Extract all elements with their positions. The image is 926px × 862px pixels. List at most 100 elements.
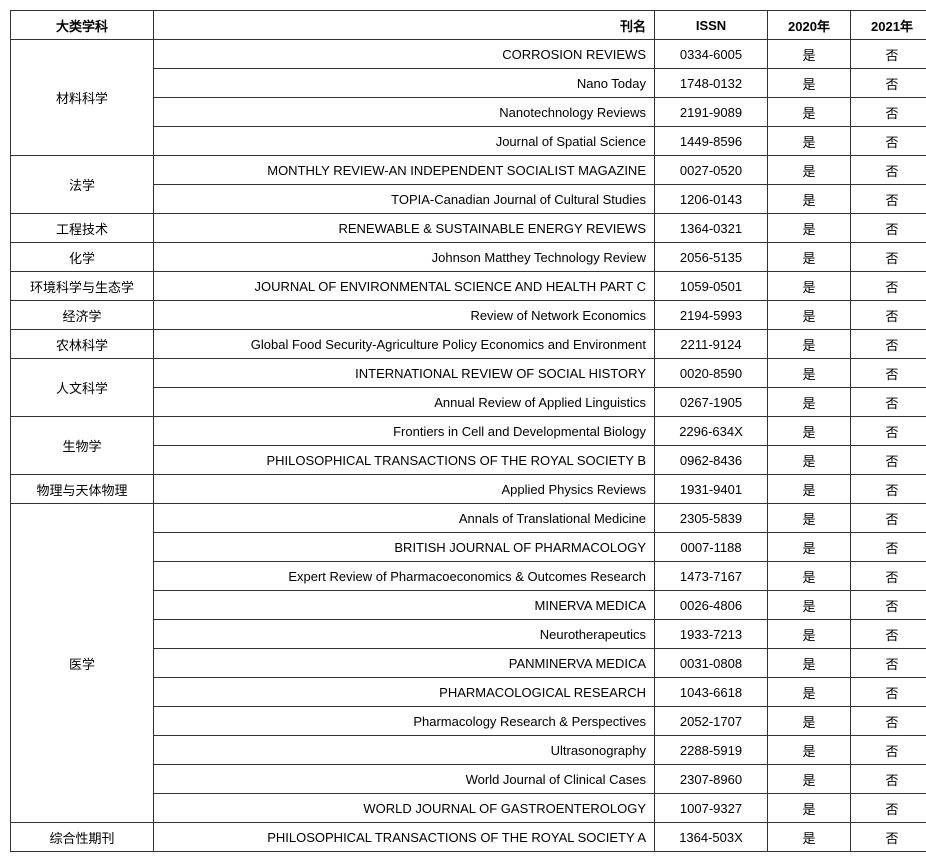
year-2020-cell: 是 xyxy=(768,533,851,562)
journal-title: WORLD JOURNAL OF GASTROENTEROLOGY xyxy=(154,794,655,823)
year-2021-cell: 否 xyxy=(851,794,926,823)
issn-cell: 1206-0143 xyxy=(655,185,768,214)
year-2020-cell: 是 xyxy=(768,156,851,185)
year-2021-cell: 否 xyxy=(851,620,926,649)
year-2020-cell: 是 xyxy=(768,388,851,417)
year-2020-cell: 是 xyxy=(768,562,851,591)
journal-title: Ultrasonography xyxy=(154,736,655,765)
table-row: 材料科学CORROSION REVIEWS0334-6005是否 xyxy=(11,40,926,69)
header-title: 刊名 xyxy=(154,11,655,40)
year-2020-cell: 是 xyxy=(768,40,851,69)
year-2021-cell: 否 xyxy=(851,185,926,214)
issn-cell: 0020-8590 xyxy=(655,359,768,388)
year-2020-cell: 是 xyxy=(768,214,851,243)
journal-title: PHILOSOPHICAL TRANSACTIONS OF THE ROYAL … xyxy=(154,823,655,852)
year-2020-cell: 是 xyxy=(768,707,851,736)
year-2021-cell: 否 xyxy=(851,649,926,678)
journal-title: MONTHLY REVIEW-AN INDEPENDENT SOCIALIST … xyxy=(154,156,655,185)
year-2020-cell: 是 xyxy=(768,475,851,504)
journal-title: Pharmacology Research & Perspectives xyxy=(154,707,655,736)
journal-title: BRITISH JOURNAL OF PHARMACOLOGY xyxy=(154,533,655,562)
journal-title: Frontiers in Cell and Developmental Biol… xyxy=(154,417,655,446)
year-2021-cell: 否 xyxy=(851,272,926,301)
issn-cell: 2307-8960 xyxy=(655,765,768,794)
year-2020-cell: 是 xyxy=(768,504,851,533)
table-row: 经济学Review of Network Economics2194-5993是… xyxy=(11,301,926,330)
issn-cell: 0031-0808 xyxy=(655,649,768,678)
issn-cell: 2211-9124 xyxy=(655,330,768,359)
issn-cell: 1364-0321 xyxy=(655,214,768,243)
journal-title: PHILOSOPHICAL TRANSACTIONS OF THE ROYAL … xyxy=(154,446,655,475)
issn-cell: 1007-9327 xyxy=(655,794,768,823)
year-2021-cell: 否 xyxy=(851,591,926,620)
year-2020-cell: 是 xyxy=(768,446,851,475)
issn-cell: 1059-0501 xyxy=(655,272,768,301)
category-cell: 经济学 xyxy=(11,301,154,330)
journal-title: Nano Today xyxy=(154,69,655,98)
journal-title: Expert Review of Pharmacoeconomics & Out… xyxy=(154,562,655,591)
year-2020-cell: 是 xyxy=(768,649,851,678)
year-2021-cell: 否 xyxy=(851,40,926,69)
journal-title: Annual Review of Applied Linguistics xyxy=(154,388,655,417)
issn-cell: 1931-9401 xyxy=(655,475,768,504)
journal-title: Global Food Security-Agriculture Policy … xyxy=(154,330,655,359)
issn-cell: 2194-5993 xyxy=(655,301,768,330)
year-2020-cell: 是 xyxy=(768,185,851,214)
table-row: 物理与天体物理Applied Physics Reviews1931-9401是… xyxy=(11,475,926,504)
category-cell: 材料科学 xyxy=(11,40,154,156)
table-body: 材料科学CORROSION REVIEWS0334-6005是否Nano Tod… xyxy=(11,40,926,852)
journal-title: Applied Physics Reviews xyxy=(154,475,655,504)
year-2021-cell: 否 xyxy=(851,736,926,765)
year-2020-cell: 是 xyxy=(768,620,851,649)
journal-title: PHARMACOLOGICAL RESEARCH xyxy=(154,678,655,707)
category-cell: 生物学 xyxy=(11,417,154,475)
year-2020-cell: 是 xyxy=(768,678,851,707)
category-cell: 环境科学与生态学 xyxy=(11,272,154,301)
journal-title: Johnson Matthey Technology Review xyxy=(154,243,655,272)
category-cell: 工程技术 xyxy=(11,214,154,243)
issn-cell: 0267-1905 xyxy=(655,388,768,417)
journal-title: MINERVA MEDICA xyxy=(154,591,655,620)
issn-cell: 0962-8436 xyxy=(655,446,768,475)
year-2020-cell: 是 xyxy=(768,765,851,794)
issn-cell: 0027-0520 xyxy=(655,156,768,185)
year-2021-cell: 否 xyxy=(851,301,926,330)
year-2020-cell: 是 xyxy=(768,127,851,156)
header-row: 大类学科 刊名 ISSN 2020年 2021年 xyxy=(11,11,926,40)
year-2020-cell: 是 xyxy=(768,736,851,765)
category-cell: 法学 xyxy=(11,156,154,214)
issn-cell: 2305-5839 xyxy=(655,504,768,533)
header-issn: ISSN xyxy=(655,11,768,40)
issn-cell: 2296-634X xyxy=(655,417,768,446)
issn-cell: 1748-0132 xyxy=(655,69,768,98)
journal-title: Neurotherapeutics xyxy=(154,620,655,649)
category-cell: 物理与天体物理 xyxy=(11,475,154,504)
issn-cell: 1364-503X xyxy=(655,823,768,852)
category-cell: 医学 xyxy=(11,504,154,823)
journal-title: Review of Network Economics xyxy=(154,301,655,330)
category-cell: 人文科学 xyxy=(11,359,154,417)
issn-cell: 1449-8596 xyxy=(655,127,768,156)
header-2020: 2020年 xyxy=(768,11,851,40)
issn-cell: 1933-7213 xyxy=(655,620,768,649)
header-2021: 2021年 xyxy=(851,11,926,40)
table-row: 工程技术RENEWABLE & SUSTAINABLE ENERGY REVIE… xyxy=(11,214,926,243)
category-cell: 综合性期刊 xyxy=(11,823,154,852)
issn-cell: 2288-5919 xyxy=(655,736,768,765)
year-2021-cell: 否 xyxy=(851,214,926,243)
table-row: 法学MONTHLY REVIEW-AN INDEPENDENT SOCIALIS… xyxy=(11,156,926,185)
year-2021-cell: 否 xyxy=(851,504,926,533)
journal-title: TOPIA-Canadian Journal of Cultural Studi… xyxy=(154,185,655,214)
issn-cell: 2191-9089 xyxy=(655,98,768,127)
category-cell: 农林科学 xyxy=(11,330,154,359)
journal-title: JOURNAL OF ENVIRONMENTAL SCIENCE AND HEA… xyxy=(154,272,655,301)
year-2021-cell: 否 xyxy=(851,69,926,98)
issn-cell: 0334-6005 xyxy=(655,40,768,69)
header-category: 大类学科 xyxy=(11,11,154,40)
year-2020-cell: 是 xyxy=(768,359,851,388)
journal-title: PANMINERVA MEDICA xyxy=(154,649,655,678)
year-2020-cell: 是 xyxy=(768,794,851,823)
year-2021-cell: 否 xyxy=(851,359,926,388)
year-2021-cell: 否 xyxy=(851,330,926,359)
year-2021-cell: 否 xyxy=(851,707,926,736)
